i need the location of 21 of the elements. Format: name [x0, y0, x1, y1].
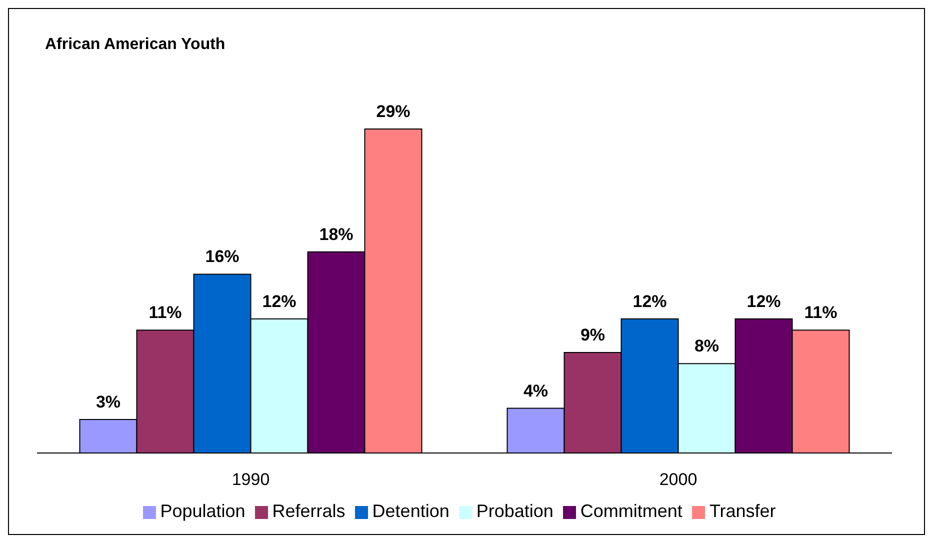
chart-title: African American Youth [45, 36, 226, 54]
data-label: 12% [262, 292, 296, 311]
data-label: 11% [148, 303, 182, 322]
data-label: 12% [746, 292, 781, 311]
data-label: 18% [319, 224, 354, 244]
data-label: 29% [376, 102, 410, 121]
data-label: 4% [523, 381, 548, 400]
legend-label: Transfer [709, 501, 776, 521]
x-tick-label: 1990 [232, 470, 270, 490]
data-label: 12% [632, 292, 667, 311]
data-label: 8% [694, 336, 720, 356]
data-label: 11% [804, 303, 838, 322]
x-tick-label: 2000 [659, 470, 698, 490]
data-label: 9% [580, 325, 606, 344]
legend-label: Commitment [580, 501, 682, 521]
data-label: 3% [96, 392, 121, 412]
legend-label: Probation [476, 501, 554, 521]
data-label: 16% [205, 247, 240, 266]
legend-label: Referrals [272, 501, 346, 521]
legend-label: Detention [372, 501, 450, 521]
legend-label: Population [160, 501, 246, 521]
